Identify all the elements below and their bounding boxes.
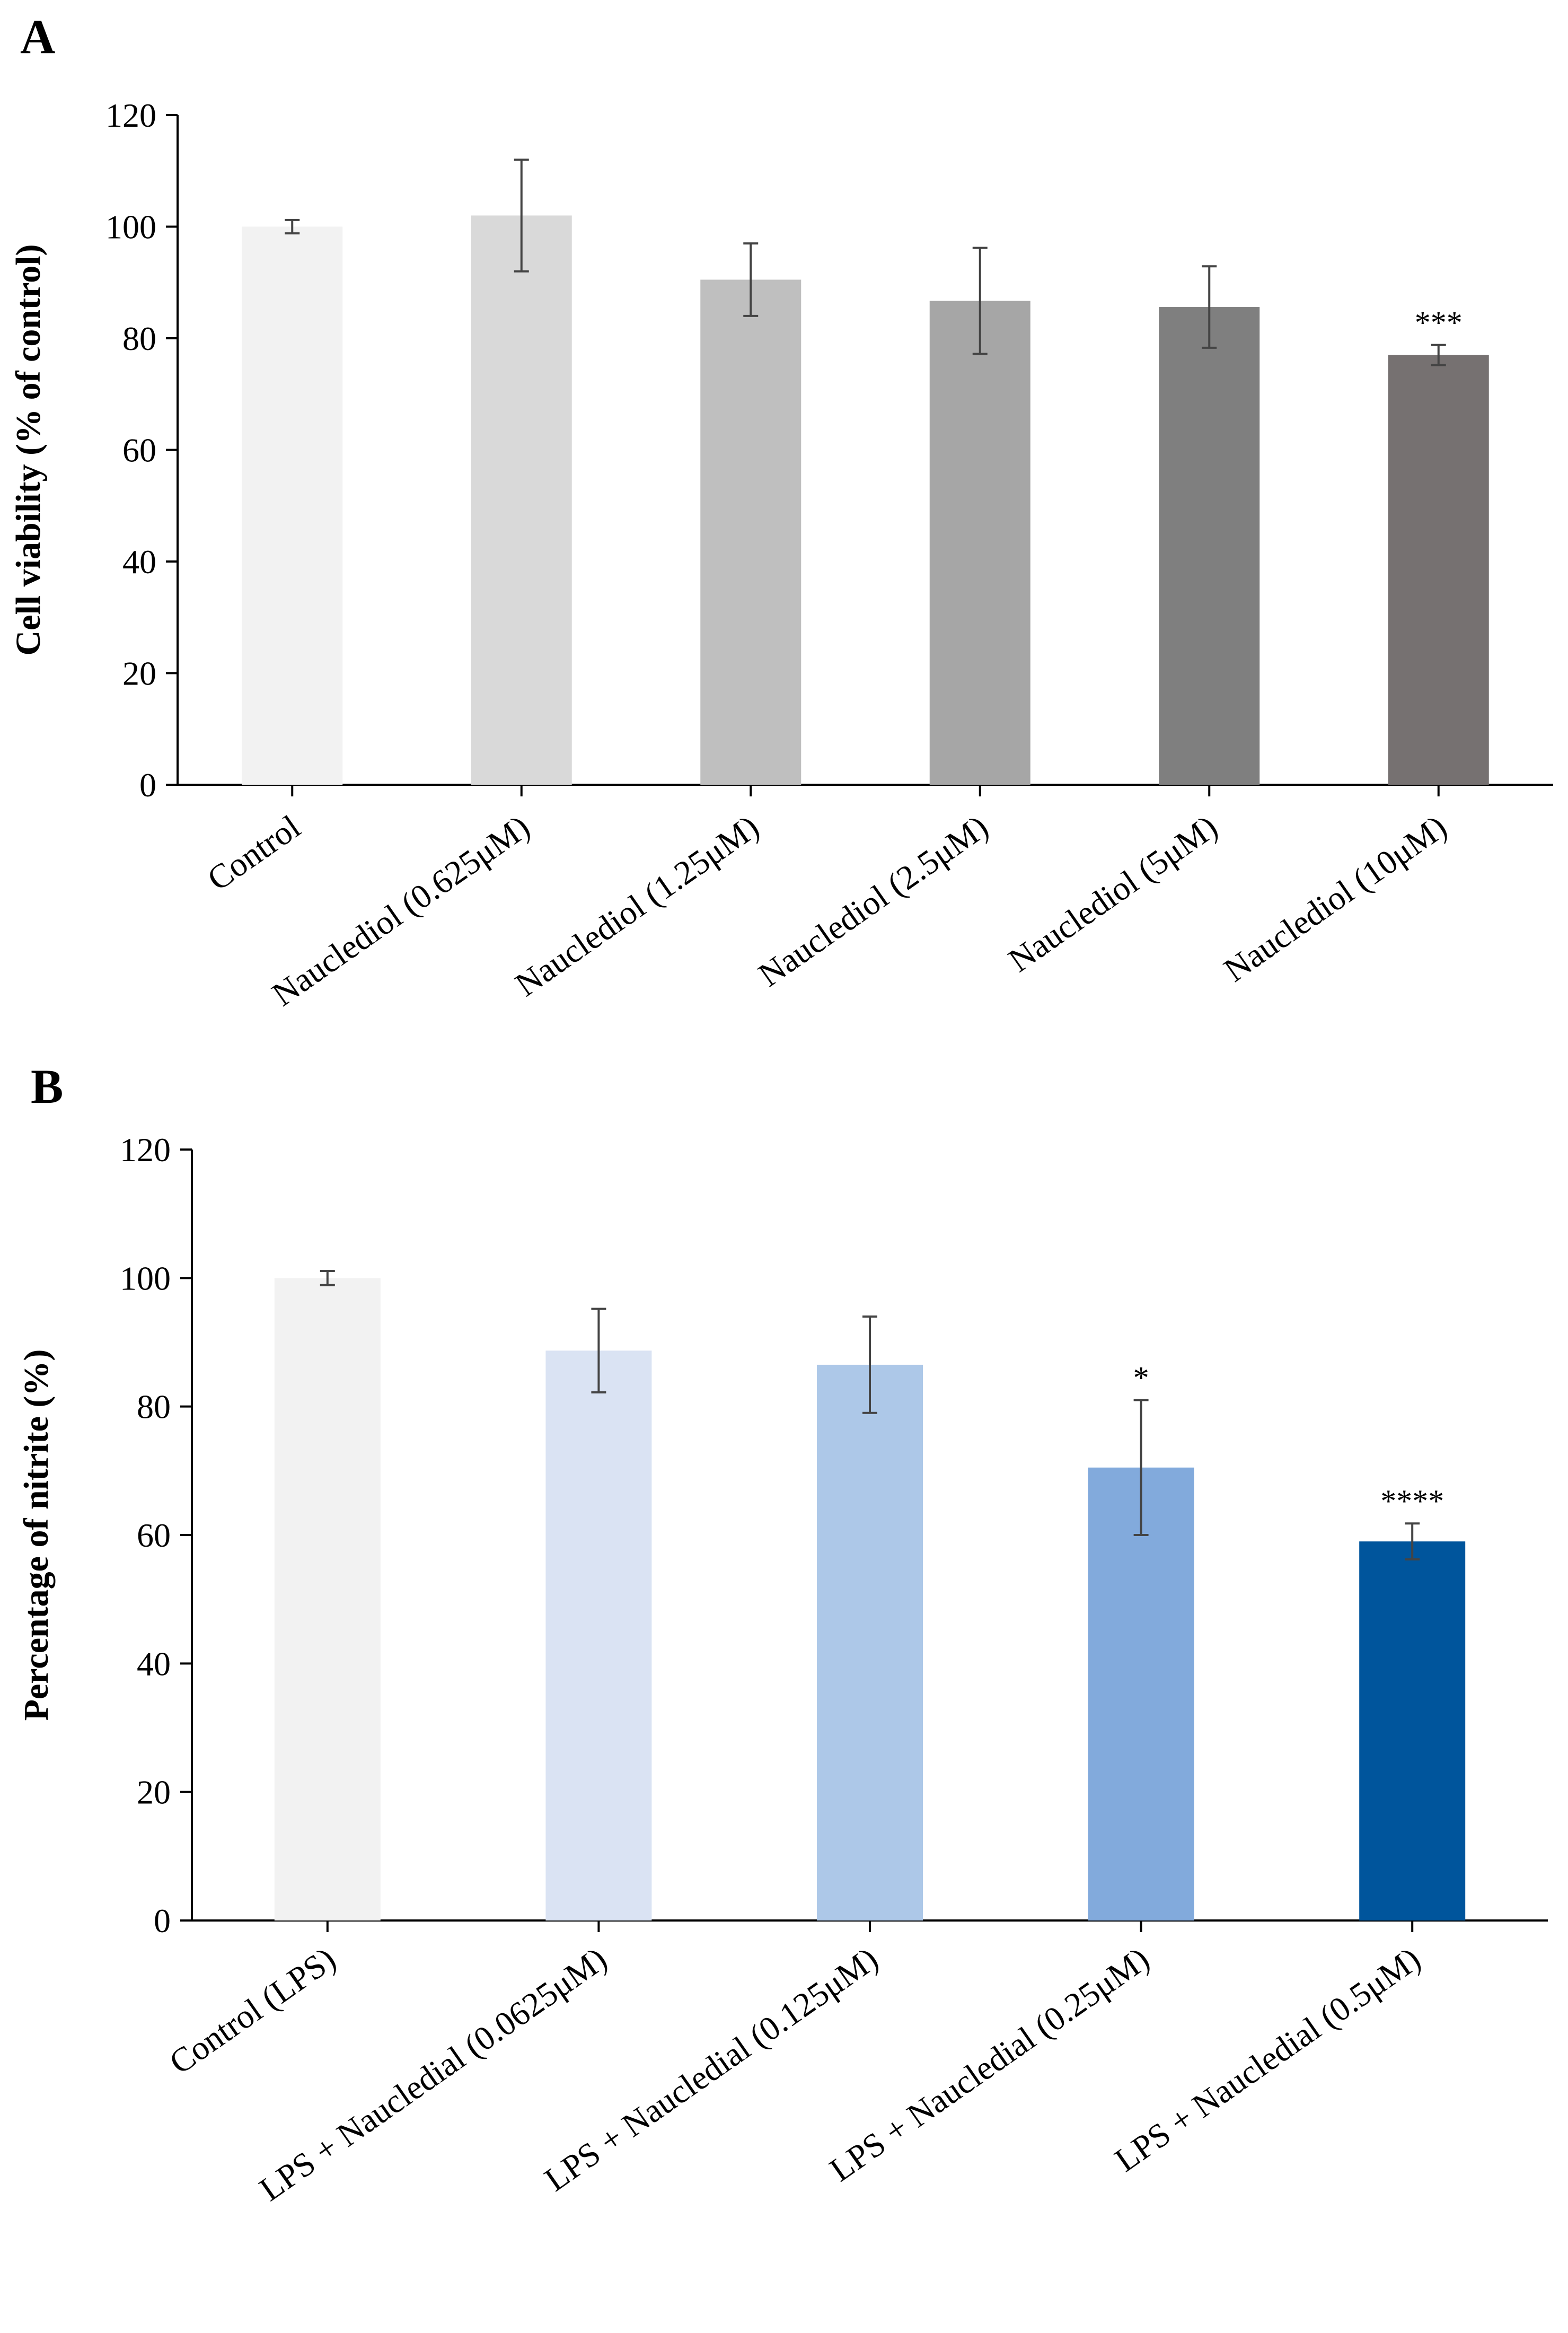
bar (1088, 1467, 1194, 1920)
y-axis-title: Percentage of nitrite (%) (17, 1349, 56, 1721)
x-category-label: Nauclediol (2.5μM) (752, 808, 995, 994)
y-tick-label: 100 (120, 1259, 171, 1297)
y-tick-label: 20 (122, 655, 156, 692)
bar (817, 1364, 923, 1920)
y-tick-label: 0 (154, 1902, 171, 1940)
y-tick-label: 120 (105, 97, 156, 134)
bar (1359, 1541, 1466, 1920)
y-tick-label: 40 (122, 543, 156, 581)
x-category-label: Control (200, 808, 307, 898)
bar (274, 1278, 381, 1920)
panel-letter: A (20, 10, 55, 64)
y-tick-label: 80 (122, 320, 156, 357)
significance-marker: **** (1380, 1484, 1444, 1519)
x-category-label: LPS + Naucledial (0.5μM) (1108, 1940, 1427, 2179)
x-category-label: Nauclediol (5μM) (1002, 808, 1225, 979)
chart-panel-a: A 0 20 40 60 80 100 120 Cell viability (% of con… (9, 10, 1553, 1013)
bar (471, 215, 572, 785)
y-tick-label: 20 (137, 1774, 171, 1811)
x-category-label: Control (LPS) (163, 1940, 342, 2081)
bar (545, 1350, 652, 1920)
bar (1159, 307, 1260, 785)
y-tick-label: 120 (120, 1131, 171, 1169)
panel-letter: B (31, 1059, 63, 1113)
bar (1388, 355, 1489, 785)
y-axis-title: Cell viability (% of control) (9, 244, 48, 655)
y-tick-label: 40 (137, 1645, 171, 1682)
chart-panel-b: B 0 20 40 60 80 100 120 Percentage of nitrite (%… (17, 1059, 1548, 2208)
bar (929, 301, 1030, 785)
y-tick-label: 100 (105, 208, 156, 246)
x-category-label: Nauclediol (10μM) (1217, 808, 1454, 989)
bar (700, 279, 801, 785)
bar (242, 226, 343, 785)
significance-marker: * (1133, 1361, 1149, 1396)
significance-marker: *** (1415, 305, 1463, 340)
y-tick-label: 60 (137, 1516, 171, 1554)
y-tick-label: 60 (122, 432, 156, 469)
y-tick-label: 80 (137, 1388, 171, 1426)
x-category-label: Nauclediol (1.25μM) (508, 808, 765, 1003)
y-tick-label: 0 (139, 766, 156, 804)
